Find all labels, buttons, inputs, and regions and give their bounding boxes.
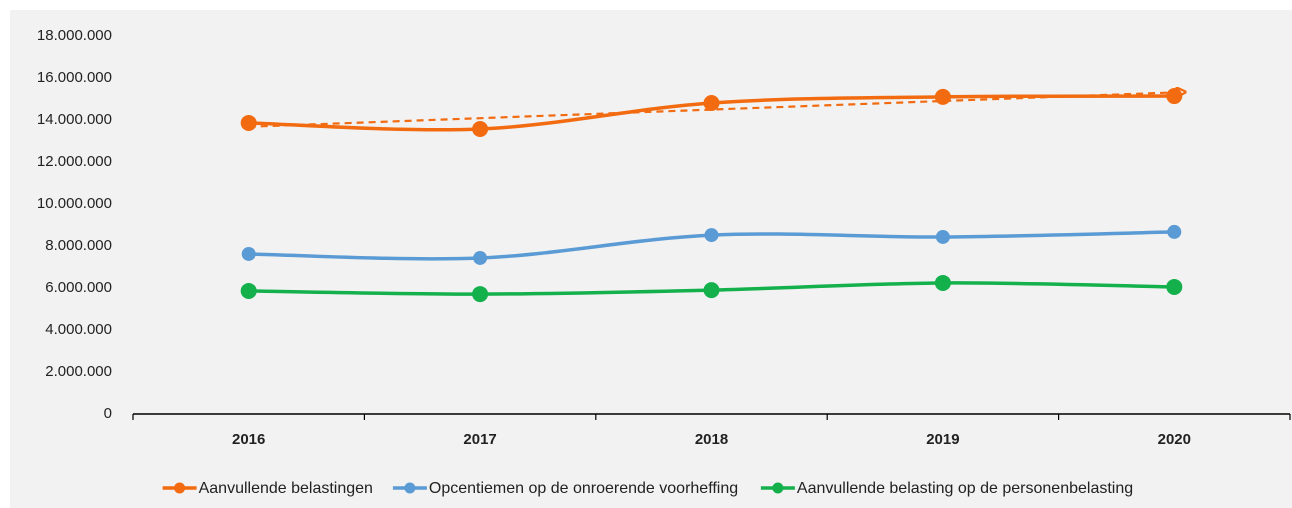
point bbox=[240, 282, 257, 299]
y-tick-label: 18.000.000 bbox=[37, 27, 112, 44]
legend-label: Aanvullende belastingen bbox=[199, 480, 373, 497]
legend-marker bbox=[404, 482, 416, 494]
x-tick-label: 2016 bbox=[232, 431, 265, 448]
legend-marker bbox=[174, 482, 186, 494]
y-tick-label: 4.000.000 bbox=[45, 321, 112, 338]
y-tick-label: 14.000.000 bbox=[37, 111, 112, 128]
y-tick-label: 2.000.000 bbox=[45, 363, 112, 380]
y-tick-label: 16.000.000 bbox=[37, 69, 112, 86]
y-tick-label: 0 bbox=[104, 405, 112, 422]
point bbox=[473, 250, 488, 265]
point bbox=[1166, 278, 1183, 295]
x-tick-label: 2019 bbox=[926, 431, 959, 448]
legend-label: Opcentiemen op de onroerende voorheffing bbox=[429, 480, 738, 497]
x-tick-label: 2018 bbox=[695, 431, 728, 448]
point bbox=[1167, 224, 1182, 239]
y-tick-label: 10.000.000 bbox=[37, 195, 112, 212]
x-tick-label: 2020 bbox=[1158, 431, 1191, 448]
point bbox=[240, 114, 257, 131]
point bbox=[935, 229, 950, 244]
point bbox=[704, 228, 719, 243]
point bbox=[1166, 88, 1183, 105]
point bbox=[472, 286, 489, 303]
y-tick-label: 8.000.000 bbox=[45, 237, 112, 254]
x-tick-label: 2017 bbox=[463, 431, 496, 448]
y-tick-label: 12.000.000 bbox=[37, 153, 112, 170]
point bbox=[703, 282, 720, 299]
y-tick-label: 6.000.000 bbox=[45, 279, 112, 296]
point bbox=[241, 246, 256, 261]
point bbox=[703, 94, 720, 111]
point bbox=[934, 88, 951, 105]
point bbox=[934, 274, 951, 291]
chart-background bbox=[10, 10, 1292, 508]
legend-marker bbox=[772, 482, 784, 494]
point bbox=[472, 121, 489, 138]
legend-label: Aanvullende belasting op de personenbela… bbox=[797, 480, 1133, 497]
